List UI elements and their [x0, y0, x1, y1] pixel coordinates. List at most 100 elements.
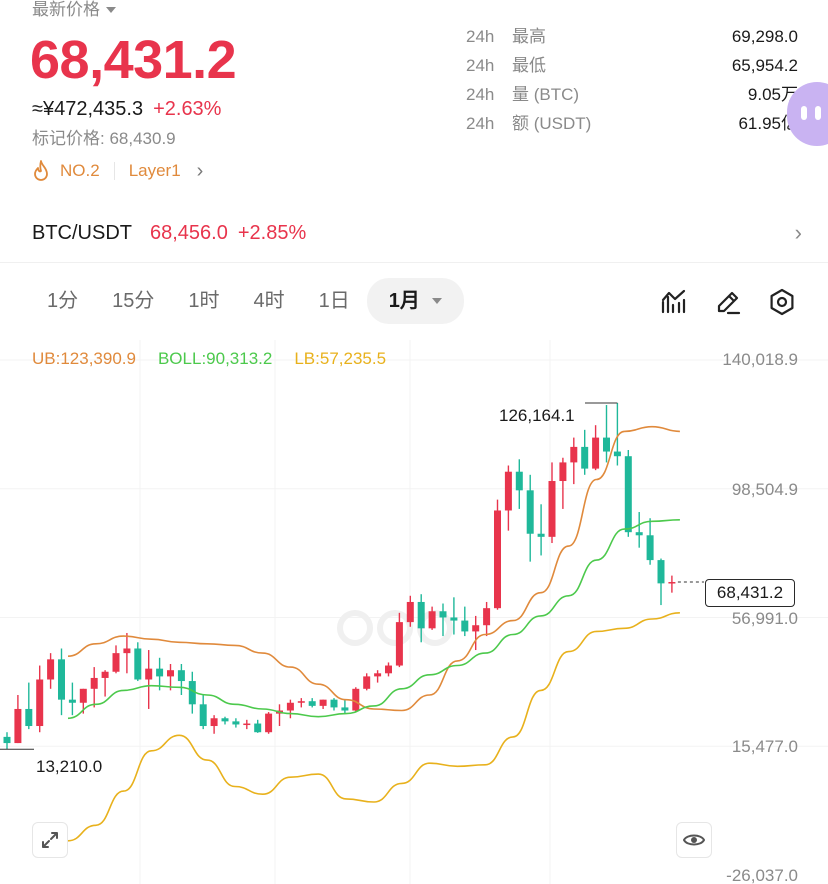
tab-4h[interactable]: 4时 [253, 290, 285, 312]
candle-body [526, 490, 534, 534]
stat-value: 69,298.0 [731, 27, 798, 46]
candle-body [199, 704, 207, 727]
candle-body [90, 677, 98, 689]
candle-body [221, 718, 229, 722]
stat-period: 24h [466, 56, 495, 75]
candle-body [417, 601, 425, 629]
boll-mid-label: BOLL:90,313.2 [157, 349, 273, 368]
candle-body [352, 688, 360, 711]
candle-body [635, 532, 643, 536]
candle-body [14, 708, 22, 744]
stat-row-low: 24h 最低 65,954.2 [466, 55, 798, 77]
tab-1d[interactable]: 1日 [318, 290, 350, 312]
stat-label: 最低 [512, 56, 546, 75]
candle-body [254, 723, 262, 733]
candles-group [3, 402, 676, 750]
candle-body [297, 701, 305, 703]
bubble-eye [801, 106, 807, 120]
tab-1month-label: 1月 [388, 290, 420, 312]
candle-body [79, 688, 87, 703]
stat-label: 量 (BTC) [512, 85, 580, 104]
boll-upper-label: UB:123,390.9 [32, 349, 136, 368]
candle-body [188, 681, 196, 705]
pair-row[interactable]: BTC/USDT 68,456.0 +2.85% › [32, 220, 802, 246]
candle-body [68, 699, 76, 703]
latest-price-label-text: 最新价格 [32, 0, 100, 19]
pair-price: 68,456.0 [150, 222, 228, 244]
pencil-icon[interactable] [714, 288, 742, 316]
candle-body [25, 708, 33, 727]
candle-body [439, 611, 447, 618]
caret-down-icon [106, 7, 116, 13]
candle-body [319, 699, 327, 706]
candle-body [243, 723, 251, 726]
candle-body [406, 601, 414, 623]
assistant-bubble[interactable] [787, 82, 828, 146]
candle-body [3, 736, 11, 744]
candle-body [646, 535, 654, 561]
tab-15m[interactable]: 15分 [112, 290, 155, 312]
rank-tag[interactable]: NO.2 [60, 161, 100, 180]
tag-row[interactable]: NO.2 Layer1 › [32, 158, 203, 184]
pair-change: +2.85% [237, 222, 307, 244]
candle-body [330, 699, 338, 708]
candle-body [624, 456, 632, 533]
candle-body [668, 582, 676, 584]
eye-icon [683, 834, 705, 846]
current-price-tag: 68,431.2 [705, 579, 795, 607]
expand-button[interactable] [32, 822, 68, 858]
stat-value: 9.05万 [747, 85, 798, 104]
candle-body [472, 625, 480, 632]
candle-body [428, 611, 436, 629]
candle-body [134, 648, 142, 680]
candle-body [47, 659, 55, 680]
mark-price: 标记价格: 68,430.9 [32, 129, 176, 148]
latest-price-label[interactable]: 最新价格 [32, 0, 116, 20]
boll-mid-line [67, 519, 680, 720]
candle-body [156, 668, 164, 677]
candle-body [101, 671, 109, 678]
candle-body [232, 721, 240, 725]
stat-label: 额 (USDT) [512, 114, 592, 133]
candle-body [286, 702, 294, 711]
boll-lower-label: LB:57,235.5 [294, 349, 387, 368]
chevron-right-icon[interactable]: › [794, 220, 802, 245]
pair-name: BTC/USDT [32, 222, 132, 244]
stat-period: 24h [466, 85, 495, 104]
stat-row-turnover: 24h 额 (USDT) 61.95亿 [466, 113, 798, 135]
chart-indicator-icon[interactable] [660, 288, 688, 316]
candle-body [341, 707, 349, 711]
stat-row-high: 24h 最高 69,298.0 [466, 26, 798, 48]
candle-body [265, 713, 273, 733]
candle-body [385, 665, 392, 674]
visibility-button[interactable] [676, 822, 712, 858]
stat-row-volume: 24h 量 (BTC) 9.05万 [466, 84, 798, 106]
kline-chart[interactable] [0, 330, 828, 884]
boll-upper-line [67, 425, 680, 712]
candle-body [461, 620, 469, 632]
candle-body [581, 446, 589, 469]
candle-body [537, 533, 545, 537]
bollinger-bands [67, 425, 680, 842]
category-tag[interactable]: Layer1 [128, 161, 181, 180]
candle-body [559, 462, 567, 482]
candle-body [494, 510, 501, 609]
tab-1h[interactable]: 1时 [188, 290, 220, 312]
section-divider [0, 262, 828, 263]
last-price: 68,431.2 [30, 30, 237, 90]
candle-body [613, 451, 621, 457]
stat-value: 61.95亿 [738, 114, 798, 133]
y-axis-label: -26,037.0 [726, 866, 798, 884]
hexagon-settings-icon[interactable] [768, 288, 796, 316]
cny-price: ≈¥472,435.3 [32, 98, 144, 120]
tab-1m[interactable]: 1分 [47, 290, 79, 312]
change-percent: +2.63% [153, 98, 222, 120]
chevron-right-icon[interactable]: › [196, 160, 204, 182]
chart-grid [0, 340, 828, 884]
low-marker-label: 13,210.0 [36, 757, 103, 776]
tab-1month[interactable]: 1月 [366, 278, 464, 324]
candle-body [548, 481, 556, 537]
candle-body [395, 622, 403, 666]
y-axis-label: 15,477.0 [731, 737, 798, 756]
stat-period: 24h [466, 27, 495, 46]
